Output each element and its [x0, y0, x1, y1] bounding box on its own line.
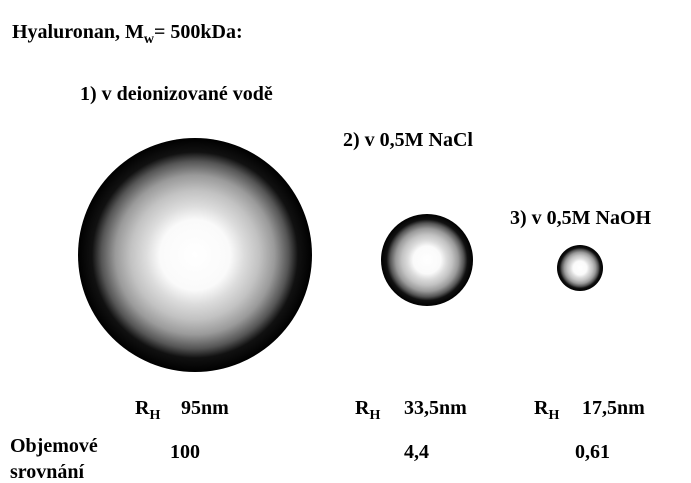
title-suffix: = 500kDa: [154, 21, 243, 43]
condition-label: 1) v deionizované vodě [80, 83, 273, 105]
volume-value: 4,4 [404, 441, 429, 463]
volume-value: 0,61 [575, 441, 610, 463]
radius-value: 17,5nm [582, 397, 645, 419]
subscript: H [548, 408, 559, 423]
title-text: Hyaluronan, M [12, 21, 144, 43]
symbol: R [534, 397, 549, 419]
subscript: H [149, 408, 160, 423]
condition-label: 2) v 0,5M NaCl [343, 129, 473, 151]
radius-symbol: RH [135, 397, 160, 423]
radius-value: 33,5nm [404, 397, 467, 419]
radius-symbol: RH [355, 397, 380, 423]
radius-value: 95nm [181, 397, 229, 419]
coil-sphere [381, 214, 473, 306]
title-subscript: w [144, 32, 155, 47]
symbol: R [135, 397, 150, 419]
title: Hyaluronan, Mw= 500kDa: [12, 21, 243, 47]
row-label: srovnání [10, 461, 85, 483]
symbol: R [355, 397, 370, 419]
condition-label: 3) v 0,5M NaOH [510, 207, 652, 229]
coil-sphere [557, 245, 603, 291]
radius-symbol: RH [534, 397, 559, 423]
coil-sphere [78, 138, 312, 372]
row-label: Objemové [10, 435, 98, 457]
volume-value: 100 [170, 441, 200, 463]
subscript: H [369, 408, 380, 423]
